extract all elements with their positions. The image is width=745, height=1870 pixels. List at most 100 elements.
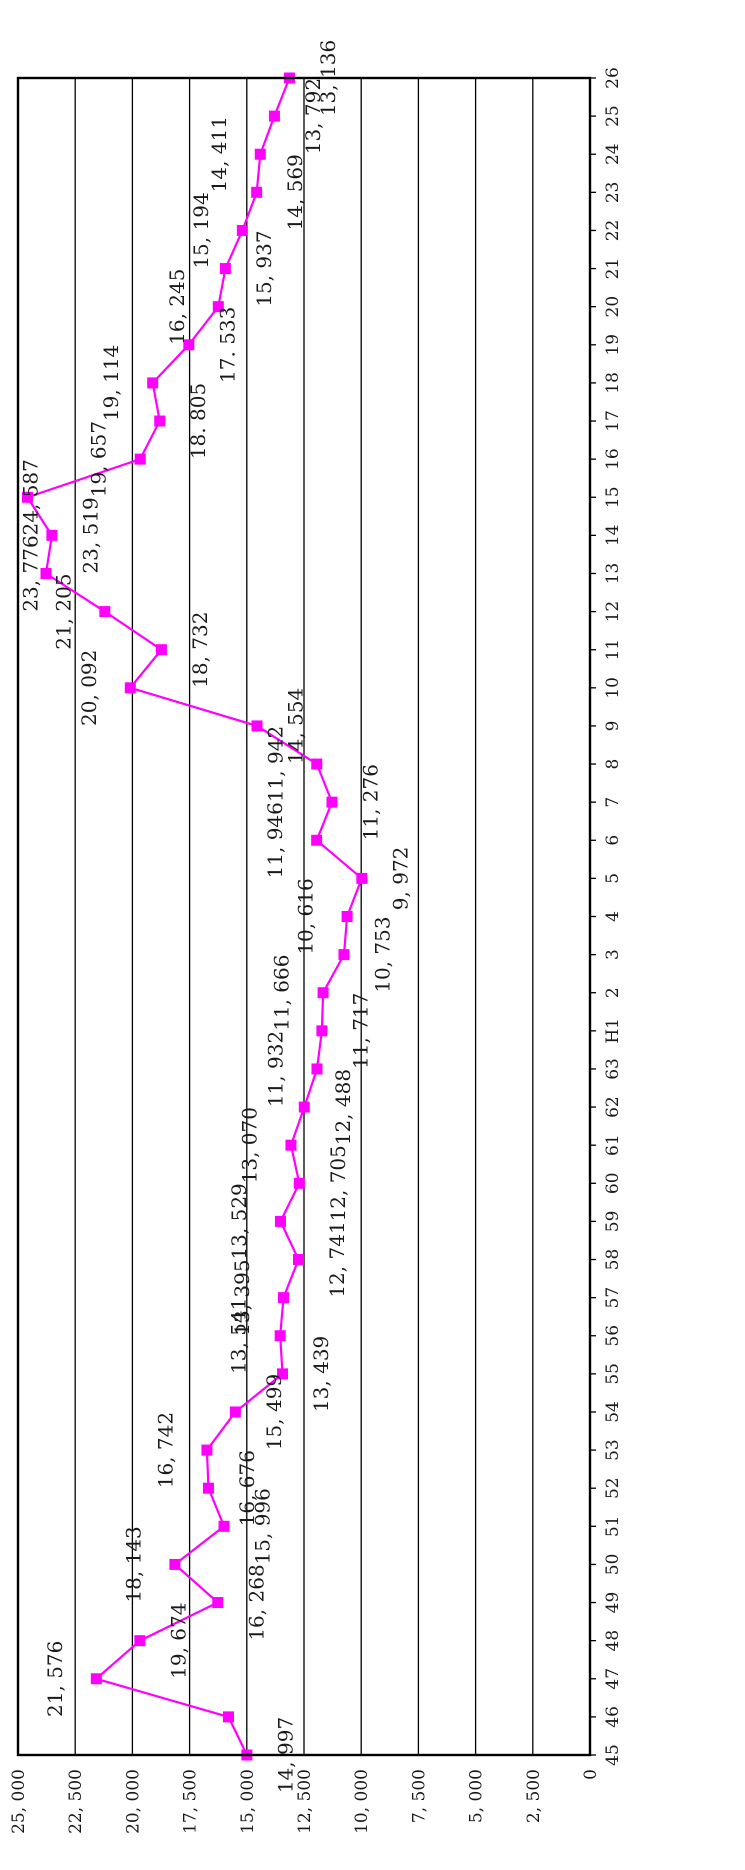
data-point-55 [277, 1368, 289, 1380]
category-tick-label: 15 [603, 486, 623, 508]
category-tick-label: 4 [603, 911, 623, 922]
data-point-4 [341, 911, 353, 922]
data-point-57 [278, 1292, 290, 1304]
data-label: 15, 194 [189, 192, 213, 268]
value-tick-label: 22, 500 [66, 1769, 86, 1834]
data-point-13 [40, 567, 52, 579]
category-tick-label: 53 [603, 1439, 623, 1461]
value-tick-label: 10, 000 [352, 1769, 372, 1834]
data-point-24 [254, 148, 266, 160]
value-tick-label: 25, 000 [9, 1769, 29, 1834]
category-tick-label: 22 [603, 220, 623, 242]
data-point-59 [274, 1215, 286, 1227]
category-tick-label: 23 [603, 182, 623, 204]
data-label: 23, 519 [78, 497, 102, 573]
data-label: 9, 972 [388, 847, 412, 911]
data-label: 11, 276 [359, 764, 383, 840]
value-tick-label: 0 [581, 1769, 601, 1780]
category-tick-label: 50 [603, 1554, 623, 1576]
category-tick-label: 7 [603, 797, 623, 808]
data-point-14 [46, 529, 58, 541]
data-point-16 [134, 453, 146, 465]
value-tick-label: 5, 000 [467, 1769, 487, 1823]
data-point-49 [212, 1597, 224, 1609]
data-point-17 [154, 415, 166, 427]
data-point-7 [326, 796, 338, 808]
data-label: 19, 674 [166, 1603, 190, 1679]
value-axis-ticks: 0 2, 500 5, 000 7, 500 10, 000 12, 500 15, 000… [9, 1769, 601, 1834]
category-tick-label: 14 [603, 525, 623, 547]
category-tick-label: 62 [603, 1096, 623, 1118]
category-tick-label: 24 [603, 143, 623, 165]
data-label: 16, 676 [235, 1450, 259, 1526]
data-point-60 [293, 1177, 305, 1189]
category-tick-label: 18 [603, 372, 623, 394]
data-point-2 [317, 987, 329, 999]
category-tick-label: 49 [603, 1592, 623, 1614]
value-tick-label: 12, 500 [295, 1769, 315, 1834]
category-tick-label: 17 [603, 410, 623, 432]
data-label: 19, 657 [87, 421, 111, 497]
plot-frame [16, 76, 592, 1757]
value-tick-label: 17, 500 [181, 1769, 201, 1834]
category-tick-label: 58 [603, 1249, 623, 1271]
category-tick-label: 3 [603, 949, 623, 960]
data-label: 18. 805 [186, 383, 210, 459]
data-label: 11, 717 [348, 993, 372, 1069]
value-tick-label: 2, 500 [524, 1769, 544, 1823]
data-label: 14, 569 [283, 154, 307, 230]
category-tick-label: 61 [603, 1134, 623, 1156]
data-point-21 [219, 263, 231, 275]
category-tick-label: 8 [603, 759, 623, 770]
data-point-19 [183, 339, 195, 351]
data-label: 13, 439 [309, 1336, 333, 1412]
data-label: 16, 245 [165, 269, 189, 345]
data-label: 11, 942 [263, 726, 287, 802]
category-tick-label: 47 [603, 1668, 623, 1690]
data-label: 15, 937 [252, 230, 276, 306]
data-point-61 [285, 1139, 297, 1151]
category-tick-label: 60 [603, 1172, 623, 1194]
category-tick-label: 54 [603, 1401, 623, 1423]
category-tick-label: 56 [603, 1325, 623, 1347]
data-point-52 [202, 1482, 214, 1494]
category-tick-label: 10 [603, 677, 623, 699]
category-tick-label: 48 [603, 1630, 623, 1652]
category-tick-label: 12 [603, 601, 623, 623]
category-tick-label: 13 [603, 563, 623, 585]
category-axis-ticks: 45464748495051525354555657585960616263H1… [590, 67, 623, 1766]
data-label: 18, 143 [121, 1526, 145, 1602]
category-tick-label: 46 [603, 1706, 623, 1728]
category-tick-label: 63 [603, 1058, 623, 1080]
gridlines [74, 78, 534, 1755]
data-point-53 [201, 1444, 213, 1456]
category-tick-label: 5 [603, 873, 623, 884]
data-point-9 [251, 720, 263, 732]
data-label: 13, 070 [238, 1107, 262, 1183]
category-tick-label: 25 [603, 105, 623, 127]
data-point-10 [124, 682, 136, 694]
data-point-6 [311, 834, 323, 846]
data-label: 13, 541 [227, 1298, 251, 1374]
category-tick-label: 59 [603, 1211, 623, 1233]
data-label: 13, 395 [230, 1259, 254, 1335]
data-point-23 [251, 186, 263, 198]
data-label: 18, 732 [188, 612, 212, 688]
data-point-8 [311, 758, 323, 770]
data-label: 24, 587 [19, 459, 43, 535]
data-label: 15, 996 [251, 1488, 275, 1564]
data-label: 16, 268 [244, 1564, 268, 1640]
data-point-51 [218, 1520, 230, 1532]
category-tick-label: 21 [603, 258, 623, 280]
data-label: 17. 533 [215, 307, 239, 383]
data-label: 20, 092 [77, 650, 101, 726]
category-tick-label: 9 [603, 721, 623, 732]
data-point-22 [236, 224, 248, 236]
data-label: 14, 554 [284, 688, 308, 764]
data-label: 19, 114 [99, 345, 123, 421]
data-label: 21, 576 [43, 1641, 67, 1717]
data-point-58 [292, 1254, 304, 1266]
data-label: 14, 411 [207, 116, 231, 192]
category-tick-label: H1 [603, 1018, 623, 1044]
category-tick-label: 51 [603, 1515, 623, 1537]
